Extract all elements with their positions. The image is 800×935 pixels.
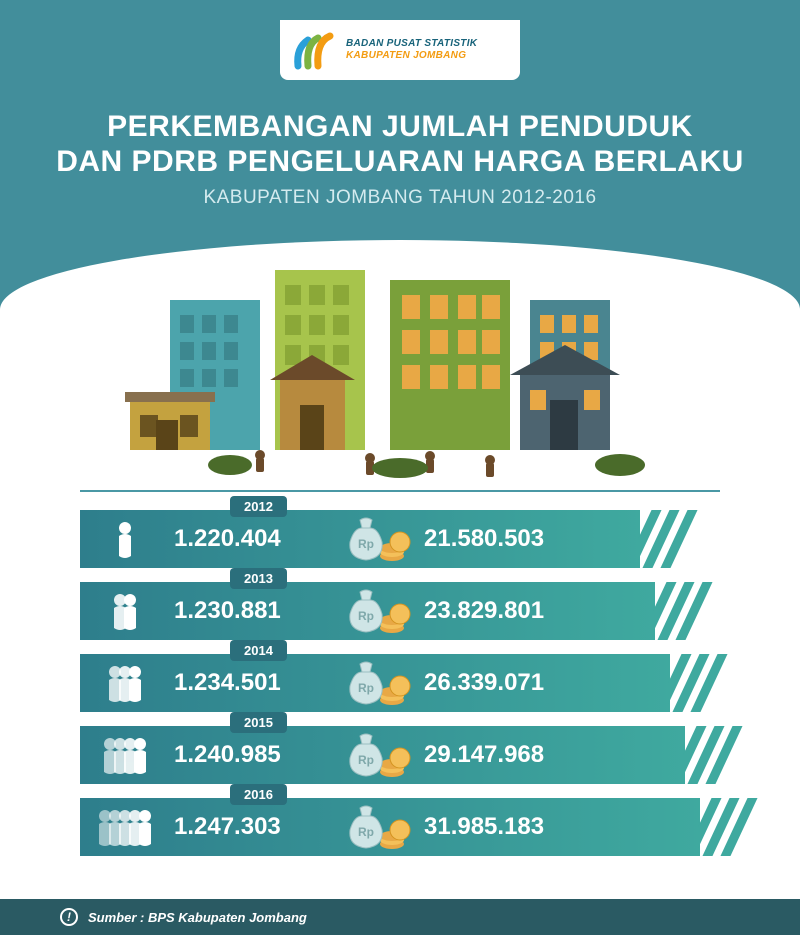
data-row: 20161.247.303Rp31.985.183 — [80, 798, 720, 856]
population-value: 1.220.404 — [174, 525, 334, 553]
pdrb-value: 23.829.801 — [424, 597, 544, 625]
row-content: 1.234.501 Rp 26.339.071 — [80, 654, 680, 712]
bps-logo-icon — [292, 28, 336, 72]
money-bag-icon: Rp — [344, 802, 414, 852]
people-icon — [84, 658, 164, 708]
people-icon — [84, 802, 164, 852]
data-row: 20121.220.404Rp21.580.503 — [80, 510, 720, 568]
logo-line1: BADAN PUSAT STATISTIK — [346, 38, 477, 50]
footer-bar: ! Sumber : BPS Kabupaten Jombang — [0, 899, 800, 935]
year-tag: 2013 — [230, 568, 287, 589]
pdrb-value: 21.580.503 — [424, 525, 544, 553]
title-line1: PERKEMBANGAN JUMLAH PENDUDUK — [0, 110, 800, 145]
svg-text:Rp: Rp — [358, 681, 374, 695]
people-icon — [84, 730, 164, 780]
divider-line — [80, 490, 720, 492]
year-tag: 2014 — [230, 640, 287, 661]
footer-source: Sumber : BPS Kabupaten Jombang — [88, 910, 307, 925]
svg-text:Rp: Rp — [358, 609, 374, 623]
data-rows: 20121.220.404Rp21.580.50320131.230.881Rp… — [80, 510, 720, 870]
population-value: 1.247.303 — [174, 813, 334, 841]
row-content: 1.230.881 Rp 23.829.801 — [80, 582, 680, 640]
year-tag: 2012 — [230, 496, 287, 517]
population-value: 1.234.501 — [174, 669, 334, 697]
money-bag-icon: Rp — [344, 658, 414, 708]
people-icon — [84, 586, 164, 636]
title-block: PERKEMBANGAN JUMLAH PENDUDUK DAN PDRB PE… — [0, 110, 800, 209]
infographic-page: BADAN PUSAT STATISTIK KABUPATEN JOMBANG … — [0, 0, 800, 935]
row-content: 1.220.404 Rp 21.580.503 — [80, 510, 680, 568]
year-tag: 2015 — [230, 712, 287, 733]
svg-text:Rp: Rp — [358, 825, 374, 839]
city-illustration — [120, 260, 680, 480]
row-content: 1.247.303 Rp 31.985.183 — [80, 798, 680, 856]
year-tag: 2016 — [230, 784, 287, 805]
svg-text:Rp: Rp — [358, 537, 374, 551]
pdrb-value: 31.985.183 — [424, 813, 544, 841]
people-icon — [84, 514, 164, 564]
population-value: 1.240.985 — [174, 741, 334, 769]
logo-text: BADAN PUSAT STATISTIK KABUPATEN JOMBANG — [346, 38, 477, 62]
pdrb-value: 26.339.071 — [424, 669, 544, 697]
data-row: 20141.234.501Rp26.339.071 — [80, 654, 720, 712]
title-line2: DAN PDRB PENGELUARAN HARGA BERLAKU — [0, 145, 800, 180]
money-bag-icon: Rp — [344, 514, 414, 564]
title-subtitle: KABUPATEN JOMBANG TAHUN 2012-2016 — [0, 187, 800, 209]
money-bag-icon: Rp — [344, 730, 414, 780]
bar-stripes — [683, 726, 743, 784]
data-row: 20151.240.985Rp29.147.968 — [80, 726, 720, 784]
svg-text:Rp: Rp — [358, 753, 374, 767]
pdrb-value: 29.147.968 — [424, 741, 544, 769]
logo-box: BADAN PUSAT STATISTIK KABUPATEN JOMBANG — [280, 20, 520, 80]
bar-stripes — [698, 798, 758, 856]
logo-line2: KABUPATEN JOMBANG — [346, 50, 477, 62]
data-row: 20131.230.881Rp23.829.801 — [80, 582, 720, 640]
info-icon: ! — [60, 908, 78, 926]
population-value: 1.230.881 — [174, 597, 334, 625]
row-content: 1.240.985 Rp 29.147.968 — [80, 726, 680, 784]
money-bag-icon: Rp — [344, 586, 414, 636]
